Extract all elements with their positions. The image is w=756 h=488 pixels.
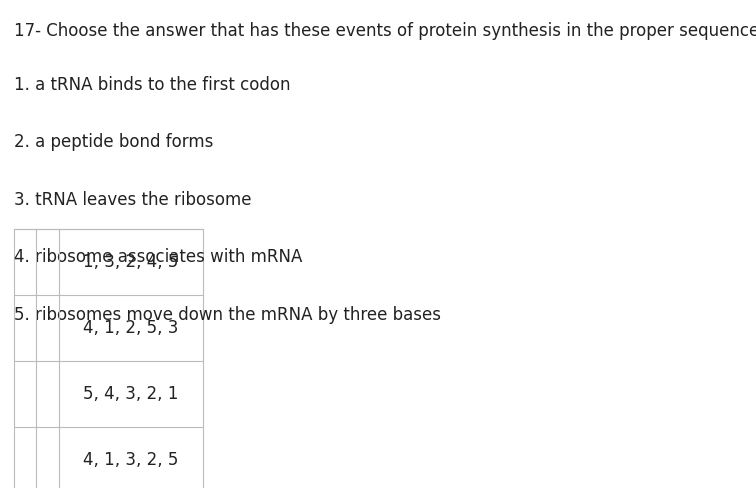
Text: 5, 4, 3, 2, 1: 5, 4, 3, 2, 1 [83, 385, 178, 403]
Text: 5. ribosomes move down the mRNA by three bases: 5. ribosomes move down the mRNA by three… [14, 306, 441, 324]
Text: 2. a peptide bond forms: 2. a peptide bond forms [14, 133, 213, 151]
Bar [14, 229, 203, 488]
Text: 3. tRNA leaves the ribosome: 3. tRNA leaves the ribosome [14, 191, 251, 209]
Text: 4, 1, 2, 5, 3: 4, 1, 2, 5, 3 [83, 319, 178, 337]
Text: 1. a tRNA binds to the first codon: 1. a tRNA binds to the first codon [14, 76, 290, 94]
Text: 4, 1, 3, 2, 5: 4, 1, 3, 2, 5 [83, 451, 178, 469]
Text: 4. ribosome associates with mRNA: 4. ribosome associates with mRNA [14, 248, 302, 266]
Text: 1, 3, 2, 4, 5: 1, 3, 2, 4, 5 [83, 253, 178, 271]
Text: 17- Choose the answer that has these events of protein synthesis in the proper s: 17- Choose the answer that has these eve… [14, 22, 756, 40]
